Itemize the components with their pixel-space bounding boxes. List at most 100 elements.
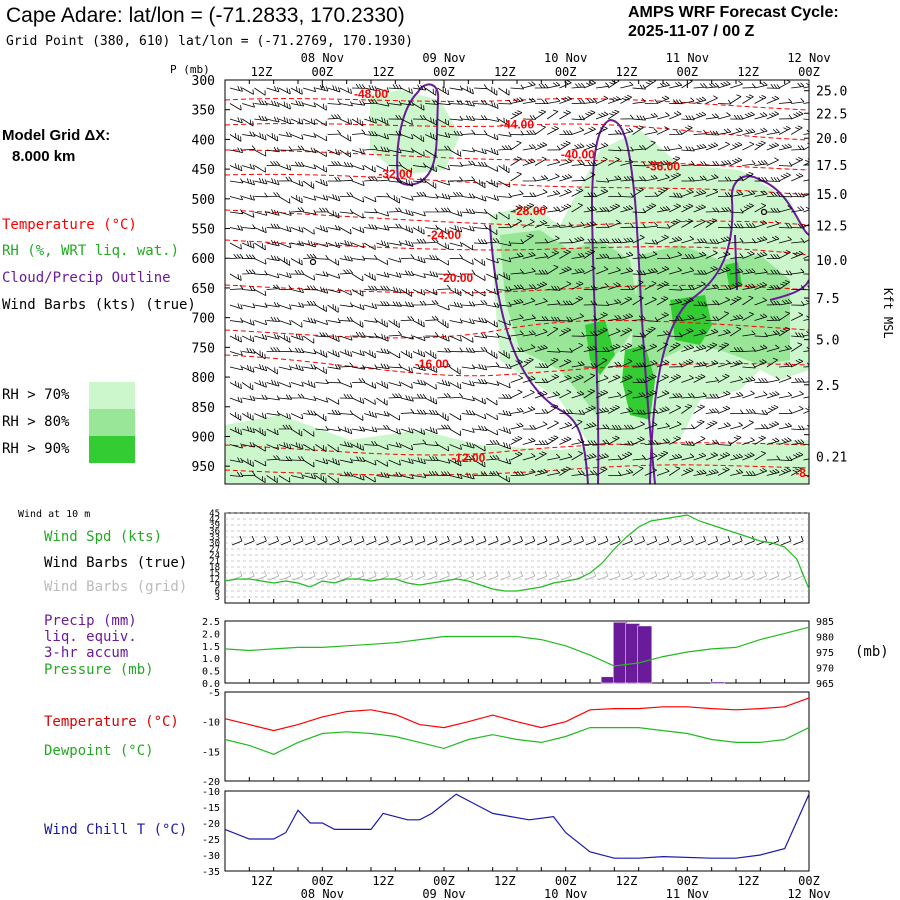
wind-barb <box>351 196 365 203</box>
wind-barb <box>242 102 255 108</box>
wind-barb <box>461 193 476 199</box>
wind-barb <box>754 409 768 415</box>
wind-barb <box>547 235 560 244</box>
wind-barb <box>254 475 266 484</box>
wind-barb <box>522 314 536 321</box>
wind-barb <box>510 389 523 399</box>
wind-barb <box>522 251 536 259</box>
wind-barb <box>229 85 243 92</box>
wind-barb <box>327 176 341 182</box>
wind-barb <box>339 289 352 296</box>
wind-barb <box>278 242 292 249</box>
wind-barb <box>486 332 500 338</box>
wind-barb <box>486 454 500 461</box>
wind-barb <box>400 134 414 140</box>
surface-wind-barb <box>610 535 621 546</box>
wind-barb <box>229 178 244 184</box>
wind-barb <box>522 267 536 275</box>
wind-barb <box>242 254 256 260</box>
wind-barb <box>327 364 341 370</box>
bottom-time-label-7: 00Z <box>676 874 698 888</box>
wind-barb <box>656 312 669 321</box>
wind-barb <box>486 101 499 109</box>
wind-barb <box>778 114 793 120</box>
wind-barb <box>229 365 244 371</box>
wind-barb <box>437 86 449 96</box>
wind-barb <box>400 444 413 451</box>
wind-barb <box>608 253 622 259</box>
wind-ytick-3: 3 <box>215 593 220 603</box>
wind-barb <box>327 426 341 432</box>
wind-ytick-45: 45 <box>209 509 220 519</box>
wind-barb <box>632 362 646 368</box>
grid-wind-barb <box>439 570 450 581</box>
cloud-outline-5 <box>734 234 738 291</box>
wind-barb <box>705 376 719 383</box>
wind-barb <box>754 435 766 445</box>
wind-barb <box>290 364 304 372</box>
wind-barb <box>595 375 609 383</box>
grid-point-subtitle: Grid Point (380, 610) lat/lon = (-71.276… <box>6 34 413 49</box>
wind-barb <box>766 404 779 414</box>
wind-barb <box>229 471 244 477</box>
wind-barb <box>351 349 365 357</box>
wind-barb <box>766 235 780 244</box>
wind-barb <box>303 209 317 215</box>
top-time-label-5: 00Z <box>555 65 577 79</box>
wind-barb <box>376 101 390 107</box>
wind-barb <box>290 207 305 213</box>
bottom-time-label-0: 12Z <box>251 874 273 888</box>
wind-barb <box>388 195 401 204</box>
wind-barb <box>266 284 280 290</box>
wind-barb <box>656 438 671 445</box>
wind-barb <box>412 393 427 399</box>
surface-wind-barb <box>317 535 328 546</box>
legend-rh90-swatch <box>89 436 135 463</box>
wind-barb <box>486 470 500 476</box>
wind-barb <box>266 86 280 93</box>
wind-barb <box>608 424 622 430</box>
wind-barb <box>388 363 402 369</box>
wind-barb <box>498 426 511 434</box>
wind-barb <box>266 347 280 352</box>
height-tick-3: 17.5 <box>816 159 847 174</box>
wind-barb <box>437 227 449 235</box>
wind-barb <box>778 311 791 321</box>
wind-barb <box>644 99 659 104</box>
wind-barb <box>595 111 609 120</box>
wind-barb <box>559 203 572 213</box>
wind-barb <box>534 408 549 414</box>
wind-barb <box>485 350 498 359</box>
wind-barb <box>242 426 255 434</box>
wind-barb <box>620 424 634 430</box>
wind-barb <box>266 255 280 262</box>
wind-barb <box>486 288 499 295</box>
wind-barb <box>266 209 280 216</box>
surface-wind-barb <box>549 535 560 546</box>
wind-barb <box>791 390 804 399</box>
wind-barb <box>412 439 427 445</box>
wind-barb <box>742 390 755 399</box>
grid-wind-barb <box>719 570 731 581</box>
wind-barb <box>620 374 633 383</box>
wind-barb <box>303 364 317 370</box>
wind-barb <box>522 330 536 337</box>
wind-barb <box>571 451 584 461</box>
wind-barb <box>315 118 327 127</box>
wind-barb <box>486 273 499 280</box>
wind-barb <box>583 126 596 135</box>
wind-barb <box>754 344 768 352</box>
wind-barb <box>303 102 317 108</box>
wind-barb <box>644 296 657 306</box>
wind-barb <box>717 405 731 414</box>
wind-barb <box>510 422 524 430</box>
wind-barb <box>742 111 755 120</box>
wind-barb <box>437 347 451 353</box>
wind-barb <box>803 239 809 244</box>
wind-barb <box>229 380 242 390</box>
wind-barb <box>778 172 791 182</box>
wind-barb <box>339 134 352 142</box>
wind-barb <box>266 428 279 436</box>
wind-barb <box>766 330 780 337</box>
wind-barbs-upper <box>229 80 809 484</box>
